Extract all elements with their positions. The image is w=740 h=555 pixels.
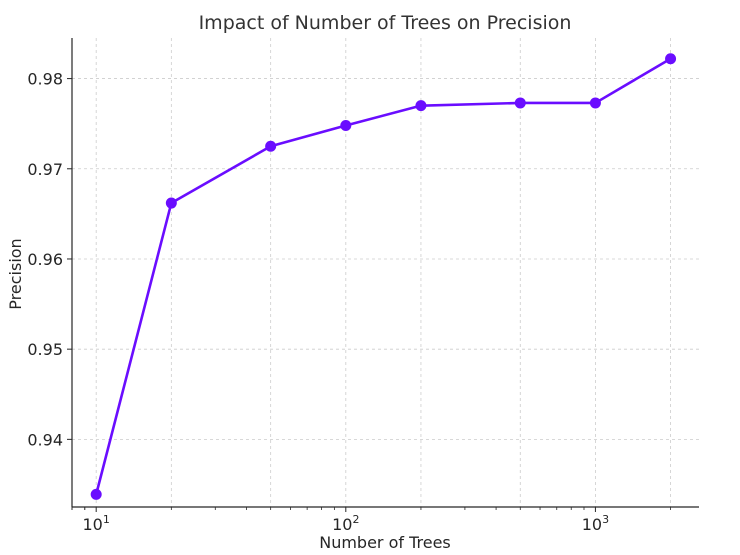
y-tick-label: 0.95	[27, 340, 63, 359]
x-tick-exponent: 3	[602, 513, 609, 526]
x-axis-label: Number of Trees	[319, 533, 451, 552]
axes	[71, 38, 699, 508]
data-point	[665, 53, 677, 65]
x-tick-base: 10	[582, 515, 602, 534]
data-point	[415, 100, 427, 112]
y-tick-label: 0.98	[27, 70, 63, 89]
grid	[72, 38, 699, 507]
x-tick-label: 101	[83, 513, 110, 534]
series-line	[94, 57, 672, 495]
y-axis-label: Precision	[6, 238, 25, 309]
x-tick-base: 10	[83, 515, 103, 534]
x-tick-base: 10	[332, 515, 352, 534]
chart-title: Impact of Number of Trees on Precision	[199, 12, 572, 34]
data-point	[165, 197, 177, 209]
data-point	[340, 119, 352, 131]
y-tick-label: 0.94	[27, 430, 63, 449]
y-tick-label: 0.97	[27, 160, 63, 179]
x-tick-exponent: 2	[352, 513, 359, 526]
data-point	[265, 140, 277, 152]
data-point	[589, 97, 601, 109]
x-tick-exponent: 1	[103, 513, 110, 526]
x-tick-label: 103	[582, 513, 609, 534]
y-tick-label: 0.96	[27, 250, 63, 269]
series	[90, 53, 677, 500]
data-point	[514, 97, 526, 109]
x-tick-label: 102	[332, 513, 359, 534]
data-point	[90, 488, 102, 500]
